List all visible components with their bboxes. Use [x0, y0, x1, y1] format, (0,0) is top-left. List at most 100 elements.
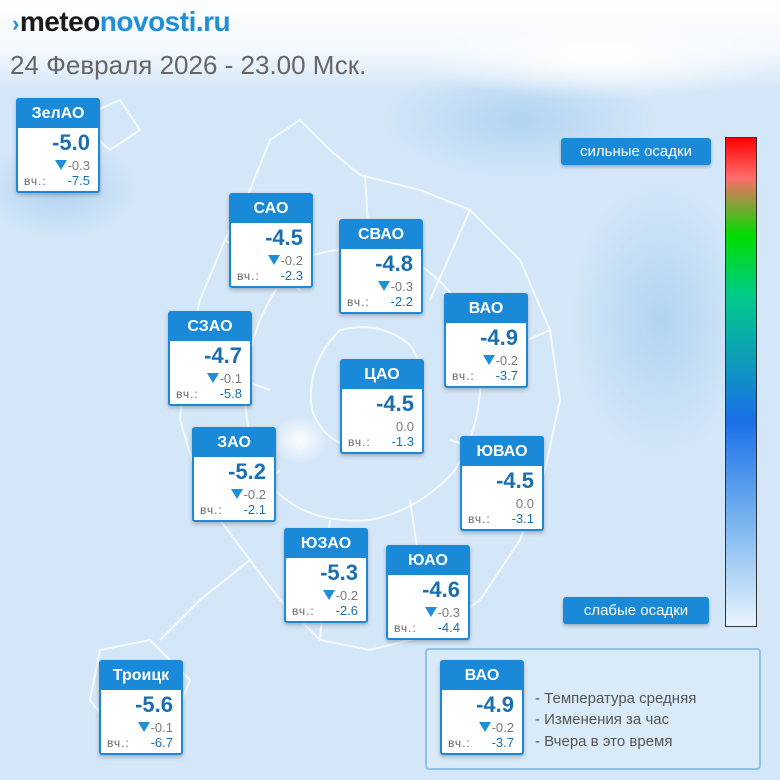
station-name: СВАО: [341, 221, 421, 249]
hourly-change: 0.0: [516, 496, 534, 511]
yesterday-value: -3.1: [511, 511, 534, 526]
hourly-change: -0.3: [424, 605, 460, 620]
legend-sample-station: ВАО -4.9 -0.2 вч.: -3.7: [440, 660, 524, 755]
yesterday-label: вч.:: [348, 435, 371, 449]
hourly-change: -0.3: [54, 158, 90, 173]
yesterday-value: -3.7: [491, 735, 514, 750]
station-vao[interactable]: ВАО -4.9 -0.2 вч.: -3.7: [444, 293, 528, 388]
hourly-change-value: -0.2: [495, 353, 518, 368]
yesterday-value: -2.1: [243, 502, 266, 517]
hourly-change-value: -0.3: [67, 158, 90, 173]
station-temperature: -5.3: [320, 560, 358, 585]
yesterday-label: вч.:: [448, 736, 471, 750]
trend-down-icon: [482, 355, 495, 365]
station-name: Троицк: [101, 662, 181, 690]
hourly-change: -0.2: [322, 588, 358, 603]
yesterday-value: -2.6: [335, 603, 358, 618]
yesterday-value: -3.7: [495, 368, 518, 383]
station-temperature: -4.9: [476, 692, 514, 717]
station-name: САО: [231, 195, 311, 223]
station-troitsk[interactable]: Троицк -5.6 -0.1 вч.: -6.7: [99, 660, 183, 755]
yesterday-value: -2.3: [280, 268, 303, 283]
hourly-change-value: -0.2: [243, 487, 266, 502]
station-temperature: -5.0: [52, 130, 90, 155]
precipitation-color-scale: [725, 137, 757, 627]
station-temperature: -4.9: [480, 325, 518, 350]
hourly-change-value: -0.3: [437, 605, 460, 620]
yesterday-label: вч.:: [107, 736, 130, 750]
station-zao[interactable]: ЗАО -5.2 -0.2 вч.: -2.1: [192, 427, 276, 522]
trend-down-icon: [137, 722, 150, 732]
station-zelao[interactable]: ЗелАО -5.0 -0.3 вч.: -7.5: [16, 98, 100, 193]
precip-low-label: слабые осадки: [563, 597, 709, 624]
yesterday-label: вч.:: [237, 269, 260, 283]
yesterday-label: вч.:: [394, 621, 417, 635]
yesterday-label: вч.:: [292, 604, 315, 618]
station-name: ЗелАО: [18, 100, 98, 128]
logo-suffix: novosti.ru: [99, 6, 231, 37]
logo-prefix: meteo: [19, 6, 100, 37]
yesterday-label: вч.:: [24, 174, 47, 188]
hourly-change-value: -0.1: [150, 720, 173, 735]
station-cao[interactable]: ЦАО -4.5 0.0 вч.: -1.3: [340, 359, 424, 454]
trend-down-icon: [206, 373, 219, 383]
yesterday-value: -1.3: [391, 434, 414, 449]
yesterday-value: -2.2: [390, 294, 413, 309]
hourly-change-value: 0.0: [515, 496, 534, 511]
hourly-change-value: -0.2: [280, 253, 303, 268]
station-yuao[interactable]: ЮАО -4.6 -0.3 вч.: -4.4: [386, 545, 470, 640]
trend-down-icon: [377, 281, 390, 291]
yesterday-label: вч.:: [176, 387, 199, 401]
hourly-change: -0.3: [377, 279, 413, 294]
station-name: ВАО: [442, 662, 522, 690]
trend-down-icon: [322, 590, 335, 600]
hourly-change-value: -0.3: [390, 279, 413, 294]
station-name: ЦАО: [342, 361, 422, 389]
legend-item-hourly-change: - Изменения за час: [535, 711, 670, 728]
station-yuzao[interactable]: ЮЗАО -5.3 -0.2 вч.: -2.6: [284, 528, 368, 623]
header-band: [0, 0, 780, 90]
yesterday-value: -4.4: [437, 620, 460, 635]
trend-down-icon: [478, 722, 491, 732]
yesterday-value: -7.5: [67, 173, 90, 188]
hourly-change-value: -0.1: [219, 371, 242, 386]
yesterday-value: -5.8: [219, 386, 242, 401]
legend-item-yesterday: - Вчера в это время: [535, 733, 673, 750]
hourly-change: -0.2: [230, 487, 266, 502]
station-yuvao[interactable]: ЮВАО -4.5 0.0 вч.: -3.1: [460, 436, 544, 531]
yesterday-label: вч.:: [452, 369, 475, 383]
station-sao[interactable]: САО -4.5 -0.2 вч.: -2.3: [229, 193, 313, 288]
hourly-change: -0.1: [206, 371, 242, 386]
hourly-change: 0.0: [396, 419, 414, 434]
yesterday-label: вч.:: [200, 503, 223, 517]
precip-high-label: сильные осадки: [561, 138, 711, 165]
station-name: ЮЗАО: [286, 530, 366, 558]
logo-mark-icon: ›: [12, 11, 19, 36]
hourly-change-value: -0.2: [335, 588, 358, 603]
station-name: ВАО: [446, 295, 526, 323]
legend-item-avg-temp: - Температура средняя: [535, 690, 697, 707]
hourly-change: -0.2: [482, 353, 518, 368]
station-name: ЗАО: [194, 429, 274, 457]
yesterday-label: вч.:: [347, 295, 370, 309]
station-temperature: -4.7: [204, 343, 242, 368]
station-szao[interactable]: СЗАО -4.7 -0.1 вч.: -5.8: [168, 311, 252, 406]
station-temperature: -4.5: [265, 225, 303, 250]
station-temperature: -4.5: [496, 468, 534, 493]
trend-down-icon: [230, 489, 243, 499]
station-temperature: -4.8: [375, 251, 413, 276]
hourly-change: -0.2: [478, 720, 514, 735]
hourly-change-value: -0.2: [491, 720, 514, 735]
hourly-change: -0.1: [137, 720, 173, 735]
yesterday-value: -6.7: [150, 735, 173, 750]
site-logo[interactable]: ›meteonovosti.ru: [12, 6, 231, 38]
station-name: ЮВАО: [462, 438, 542, 466]
station-name: СЗАО: [170, 313, 250, 341]
station-temperature: -4.5: [376, 391, 414, 416]
date-time-title: 24 Февраля 2026 - 23.00 Мск.: [10, 50, 367, 80]
station-svao[interactable]: СВАО -4.8 -0.3 вч.: -2.2: [339, 219, 423, 314]
trend-down-icon: [424, 607, 437, 617]
hourly-change-value: 0.0: [395, 419, 414, 434]
yesterday-label: вч.:: [468, 512, 491, 526]
station-name: ЮАО: [388, 547, 468, 575]
